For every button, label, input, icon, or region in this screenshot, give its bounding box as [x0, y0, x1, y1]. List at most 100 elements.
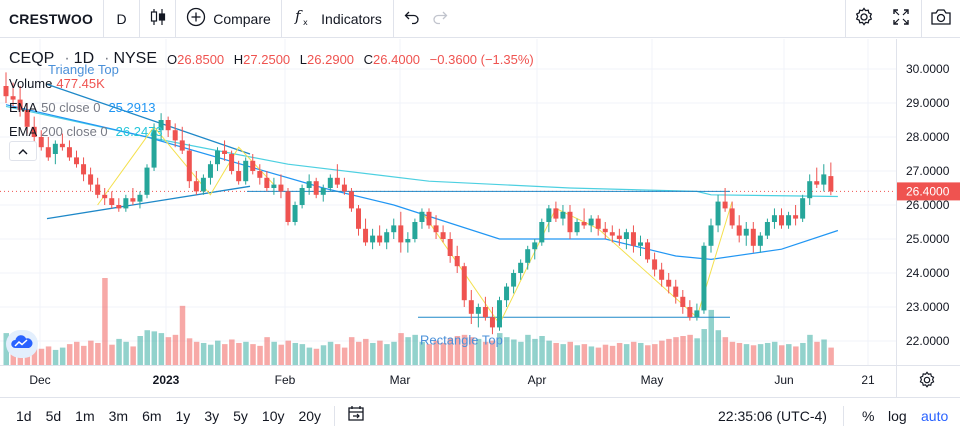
volume-bar: [215, 340, 221, 365]
volume-bar: [327, 341, 334, 365]
candle-body: [278, 184, 284, 192]
screenshot-button[interactable]: [921, 0, 960, 38]
candle: [10, 82, 16, 107]
candle: [123, 194, 129, 212]
candle-body: [10, 96, 16, 100]
volume-bar: [186, 338, 193, 365]
candle-body: [250, 160, 256, 171]
candle-body: [574, 222, 580, 233]
settings-button[interactable]: [845, 0, 881, 38]
triangle-bottom-line: [46, 185, 251, 220]
legend-collapse-button[interactable]: [9, 141, 37, 161]
candle: [426, 208, 432, 229]
time-axis[interactable]: Dec 2023 Feb Mar Apr May Jun 21: [0, 366, 960, 397]
log-scale-toggle[interactable]: log: [888, 407, 907, 424]
range-20y[interactable]: 20y: [298, 407, 322, 424]
candle-body: [736, 225, 742, 236]
candle: [137, 191, 143, 209]
volume-bar: [285, 340, 291, 365]
divider: [843, 406, 844, 426]
candle: [574, 218, 580, 236]
symbol-legend-row[interactable]: CEQP · 1D · NYSE O26.8500 H27.2500 L26.2…: [9, 50, 534, 67]
volume-bar: [95, 342, 101, 365]
candle-body: [74, 157, 79, 165]
candle-body: [468, 300, 474, 314]
price-axis-separator: [896, 39, 897, 398]
time-axis-settings-button[interactable]: [918, 371, 936, 394]
tradingview-logo[interactable]: [6, 330, 38, 358]
candle: [250, 154, 256, 175]
fullscreen-button[interactable]: [883, 0, 919, 38]
candle-body: [828, 176, 834, 192]
volume-bar: [828, 347, 834, 365]
candle-body: [602, 228, 608, 233]
range-6m[interactable]: 6m: [142, 407, 162, 424]
volume-bar: [356, 341, 362, 365]
range-1m[interactable]: 1m: [75, 407, 95, 424]
candle-body: [123, 198, 129, 209]
legend-change: −0.3600 (−1.35%): [429, 51, 534, 67]
candle: [334, 164, 340, 188]
undo-icon[interactable]: [403, 8, 421, 29]
volume-bar: [708, 309, 714, 365]
camera-icon: [930, 8, 952, 31]
range-5y[interactable]: 5y: [233, 407, 248, 424]
indicators-button[interactable]: f x Indicators: [282, 0, 394, 38]
candle: [779, 208, 784, 229]
volume-bar: [715, 330, 722, 365]
candle-body: [553, 208, 559, 219]
ema200-legend-row[interactable]: EMA 200 close 0 26.2473: [9, 119, 534, 143]
volume-bar: [313, 348, 320, 365]
candle-body: [616, 235, 622, 239]
volume-bar: [130, 346, 136, 365]
candle-body: [475, 307, 481, 314]
compare-button[interactable]: Compare: [176, 0, 282, 38]
range-1d[interactable]: 1d: [16, 407, 32, 424]
candle: [278, 174, 284, 199]
undo-redo-group: [394, 0, 458, 38]
last-price-badge: [897, 182, 960, 201]
candle-body: [356, 208, 361, 229]
interval-button[interactable]: D: [104, 0, 140, 38]
volume-bar: [560, 344, 566, 365]
volume-bar: [764, 342, 771, 365]
volume-bar: [377, 340, 383, 365]
price-tick-label: 23.0000: [906, 300, 950, 314]
redo-icon[interactable]: [431, 8, 449, 29]
percent-scale-toggle[interactable]: %: [862, 407, 875, 424]
ema200-value: 26.2473: [115, 123, 163, 139]
volume-bar: [292, 342, 299, 365]
candle-body: [581, 222, 587, 226]
range-5d[interactable]: 5d: [45, 407, 62, 424]
ema50-legend-row[interactable]: EMA 50 close 0 25.2913: [9, 95, 534, 119]
range-3y[interactable]: 3y: [204, 407, 220, 424]
volume-bar: [666, 338, 672, 365]
candle: [743, 222, 749, 246]
candle: [179, 126, 185, 154]
volume-bar: [38, 348, 45, 365]
price-axis-bg: [897, 39, 960, 365]
volume-bar: [398, 333, 404, 365]
auto-scale-toggle[interactable]: auto: [921, 407, 949, 424]
volume-legend-row[interactable]: Volume 477.45K: [9, 71, 534, 95]
range-3m[interactable]: 3m: [108, 407, 129, 424]
chart-type-button[interactable]: [140, 0, 176, 38]
range-1y[interactable]: 1y: [175, 407, 191, 424]
candle-body: [821, 174, 827, 185]
candle: [645, 239, 651, 263]
candle: [793, 205, 799, 226]
candle-body: [539, 222, 545, 243]
candle: [200, 174, 206, 195]
candle: [74, 150, 79, 168]
time-tick-label: Apr: [528, 373, 547, 387]
volume-bar: [52, 349, 59, 365]
candlestick-series: [3, 72, 834, 335]
candle: [666, 273, 672, 294]
candle-body: [59, 143, 65, 148]
timezone-clock[interactable]: 22:35:06 (UTC-4): [718, 407, 827, 424]
volume-bars: [3, 278, 834, 365]
range-10y[interactable]: 10y: [261, 407, 285, 424]
symbol-search-button[interactable]: CRESTWOO: [0, 0, 104, 38]
go-to-date-button[interactable]: [341, 404, 371, 427]
price-tick-label: 30.0000: [906, 62, 950, 76]
